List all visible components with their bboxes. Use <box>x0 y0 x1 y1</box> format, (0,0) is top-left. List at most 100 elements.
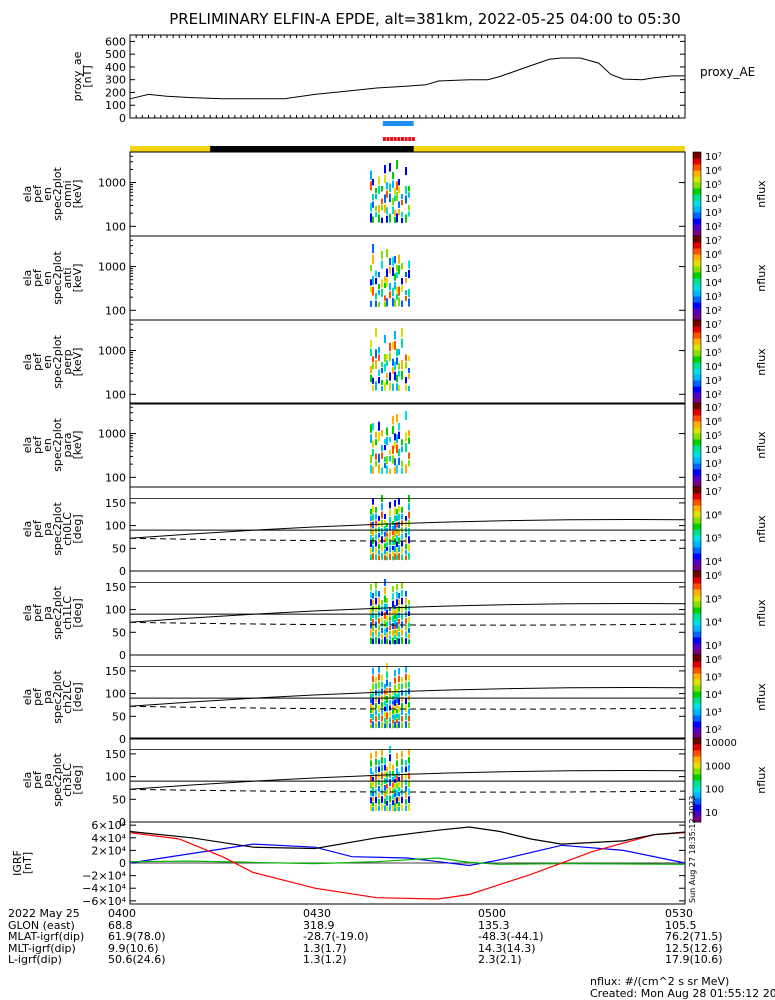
pitch-spectrogram-ch3lc-pixel <box>398 807 400 812</box>
pitch-spectrogram-ch0lc-pixel <box>375 547 377 554</box>
energy-spectrogram-omni-pixel <box>389 183 391 192</box>
pitch-spectrogram-ch2lc-pixel <box>389 717 391 723</box>
energy-spectrogram-anti-pixel <box>405 290 407 296</box>
pitch-spectrogram-ch1lc-pixel <box>394 605 396 610</box>
pitch-spectrogram-ch3lc-colorbar-swatch <box>693 810 701 817</box>
pitch-spectrogram-ch2lc-colorbar-swatch <box>693 673 701 680</box>
energy-spectrogram-omni-colorbar-tick: 10² <box>705 222 722 233</box>
pitch-spectrogram-ch0lc-pixel <box>372 545 374 552</box>
pitch-spectrogram-ch3lc-colorbar-swatch <box>693 780 701 787</box>
pitch-spectrogram-ch2lc-pixel <box>375 716 377 722</box>
energy-spectrogram-perp-colorbar-label: nflux <box>755 348 768 376</box>
pitch-spectrogram-ch2lc-pixel <box>381 688 383 695</box>
energy-spectrogram-omni-colorbar-swatch <box>693 212 701 219</box>
energy-spectrogram-anti-pixel <box>405 272 407 278</box>
pitch-spectrogram-ch2lc-pixel <box>394 692 396 699</box>
pitch-spectrogram-ch0lc-pixel <box>375 534 377 540</box>
pitch-spectrogram-ch1lc-pixel <box>396 606 398 614</box>
pitch-spectrogram-ch3lc-pixel <box>370 789 372 797</box>
pitch-spectrogram-ch2lc-pixel <box>389 705 391 711</box>
pitch-spectrogram-ch3lc-colorbar-swatch <box>693 816 701 823</box>
energy-spectrogram-para-pixel <box>370 454 372 464</box>
energy-spectrogram-anti-colorbar-swatch <box>693 290 701 297</box>
pitch-spectrogram-ch1lc-pixel <box>384 612 386 620</box>
pitch-spectrogram-ch2lc-pixel <box>372 675 374 683</box>
pitch-spectrogram-ch1lc-colorbar-swatch <box>693 577 701 584</box>
energy-spectrogram-omni-pixel <box>381 186 383 192</box>
energy-spectrogram-perp-pixel <box>394 361 396 371</box>
energy-spectrogram-omni-pixel <box>394 188 396 195</box>
energy-spectrogram-para-pixel <box>408 430 410 437</box>
pitch-spectrogram-ch3lc-pixel <box>386 767 388 772</box>
energy-spectrogram-para-frame <box>129 402 686 488</box>
pitch-spectrogram-ch1lc-loss-cone <box>129 602 686 623</box>
science-zone-mark <box>386 137 390 141</box>
energy-spectrogram-para-colorbar-label: nflux <box>755 431 768 459</box>
pitch-spectrogram-ch1lc-pixel <box>372 619 374 625</box>
pitch-spectrogram-ch3lc-pixel <box>375 766 377 773</box>
pitch-spectrogram-ch3lc-pixel <box>370 797 372 804</box>
pitch-spectrogram-ch3lc-pixel <box>381 772 383 780</box>
energy-spectrogram-perp-pixel <box>405 354 407 361</box>
pitch-spectrogram-ch1lc-colorbar-swatch <box>693 649 701 656</box>
energy-spectrogram-omni-pixel <box>381 217 383 224</box>
science-zone-mark <box>390 137 394 141</box>
pitch-spectrogram-ch0lc-pixel <box>398 529 400 537</box>
pitch-spectrogram-ch2lc-pixel <box>378 689 380 697</box>
pitch-spectrogram-ch3lc-pixel <box>396 804 398 811</box>
energy-spectrogram-perp-colorbar-swatch <box>693 386 701 393</box>
energy-spectrogram-para-pixel <box>392 416 394 425</box>
pitch-spectrogram-ch1lc-pixel <box>378 604 380 611</box>
pitch-spectrogram-ch2lc-colorbar-swatch <box>693 685 701 692</box>
pitch-spectrogram-ch1lc-pixel <box>375 597 377 605</box>
pitch-spectrogram-ch3lc-pixel <box>386 795 388 800</box>
pitch-spectrogram-ch0lc-pixel <box>386 556 388 561</box>
pitch-spectrogram-ch2lc-pixel <box>405 673 407 681</box>
pitch-spectrogram-ch2lc-pixel <box>389 711 391 717</box>
energy-spectrogram-para-pixel <box>384 439 386 445</box>
energy-spectrogram-para-pixel <box>405 464 407 474</box>
pitch-spectrogram-ch3lc-pixel <box>396 789 398 797</box>
pitch-spectrogram-ch3lc-pixel <box>389 779 391 787</box>
energy-spectrogram-anti-colorbar-swatch <box>693 296 701 303</box>
energy-spectrogram-anti-pixel <box>389 258 391 266</box>
pitch-spectrogram-ch2lc-pixel <box>408 675 410 681</box>
energy-spectrogram-perp-colorbar-swatch <box>693 338 701 345</box>
pitch-spectrogram-ch1lc-pixel <box>408 639 410 645</box>
pitch-spectrogram-ch2lc-pixel <box>378 673 380 681</box>
pitch-spectrogram-ch1lc-pixel <box>375 589 377 597</box>
energy-spectrogram-perp-pixel <box>370 366 372 374</box>
pitch-spectrogram-ch3lc-pixel <box>408 780 410 788</box>
energy-spectrogram-perp-pixel <box>381 386 383 392</box>
y-tick-label: 400 <box>105 61 126 74</box>
pitch-spectrogram-ch1lc-pixel <box>392 600 394 608</box>
energy-spectrogram-para-colorbar-swatch <box>693 451 701 458</box>
pitch-spectrogram-ch3lc-pixel <box>396 797 398 804</box>
energy-spectrogram-omni-colorbar-zlabel: nflux <box>755 180 768 208</box>
energy-spectrogram-para-colorbar-swatch <box>693 457 701 464</box>
energy-spectrogram-para-pixel <box>394 441 396 449</box>
energy-spectrogram-omni-colorbar-swatch <box>693 206 701 213</box>
pitch-spectrogram-ch1lc-pixel <box>398 593 400 599</box>
y-tick-label: 100 <box>105 388 126 401</box>
pitch-spectrogram-ch3lc-pixel <box>381 764 383 772</box>
energy-spectrogram-perp-pixel <box>384 382 386 391</box>
pitch-spectrogram-ch0lc-pixel <box>384 519 386 525</box>
energy-spectrogram-omni-pixel <box>398 186 400 193</box>
pitch-spectrogram-ch0lc-pixel <box>394 522 396 530</box>
pitch-spectrogram-ch0lc-ylabel-line: ela <box>21 521 34 538</box>
pitch-spectrogram-ch2lc-colorbar-swatch <box>693 721 701 728</box>
energy-spectrogram-para-pixel <box>405 443 407 453</box>
pitch-spectrogram-ch0lc-pixel <box>381 536 383 544</box>
pitch-spectrogram-ch3lc-pixel <box>384 798 386 805</box>
energy-spectrogram-perp-frame <box>129 319 686 405</box>
energy-spectrogram-perp-colorbar-swatch <box>693 398 701 405</box>
pitch-spectrogram-ch0lc-pixel <box>389 524 391 531</box>
energy-spectrogram-para-pixel <box>386 465 388 474</box>
energy-spectrogram-omni-pixel <box>372 201 374 208</box>
pitch-spectrogram-ch3lc-colorbar-swatch <box>693 750 701 757</box>
pitch-spectrogram-ch1lc-colorbar-swatch <box>693 637 701 644</box>
pitch-spectrogram-ch3lc-pixel <box>381 756 383 764</box>
pitch-spectrogram-ch1lc-colorbar-swatch <box>693 571 701 578</box>
energy-spectrogram-perp-pixel <box>384 354 386 363</box>
